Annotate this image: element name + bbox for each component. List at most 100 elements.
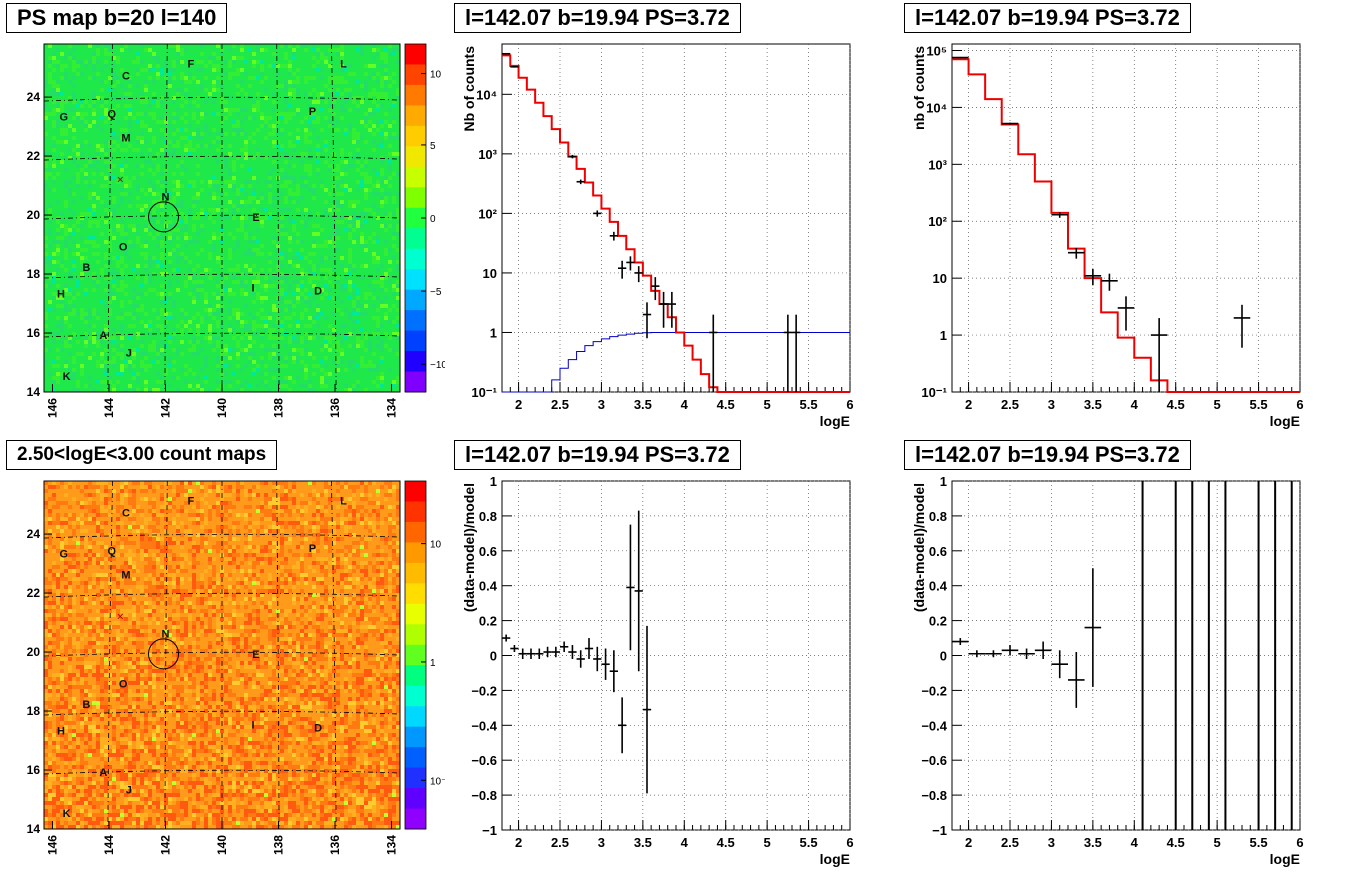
y-tick-label: 10⁻¹ [921, 385, 947, 400]
y-tick-label: −0.8 [471, 788, 497, 803]
y-tick-label: 16 [27, 763, 41, 777]
residual-b-panel: l=142.07 b=19.94 PS=3.72 2 2.5 3 3.5 4 4.5 5 5.… [900, 437, 1348, 875]
x-tick-label: 2.5 [551, 397, 569, 412]
x-tick-label: 6 [1296, 397, 1303, 412]
source-label: J [126, 348, 132, 360]
scale-swatch [405, 105, 426, 127]
x-tick-label: 144 [102, 835, 116, 855]
x-tick-label: 5 [1214, 397, 1221, 412]
map-grid-meridian [107, 480, 113, 830]
x-tick-label: 140 [215, 398, 229, 418]
scale-label: −5 [430, 287, 442, 298]
y-tick-label: −0.2 [471, 683, 497, 698]
source-label: N [162, 191, 170, 203]
x-tick-label: 3 [1048, 835, 1055, 850]
map-grid-meridian [276, 480, 280, 830]
residual-a-chart: 2 2.5 3 3.5 4 4.5 5 5.5 6 −1 −0.8 −0.6 −0.4 −0.2 0 0.2 0… [461, 474, 854, 867]
y-tick-label: 0.2 [479, 614, 497, 629]
source-label: M [121, 569, 130, 581]
spectrum-b-chart: 2 2.5 3 3.5 4 4.5 5 5.5 6 10⁻¹ 1 10 10² 10³ 10⁴ 10⁵ logE… [911, 43, 1304, 429]
x-tick-label: 2.5 [1001, 397, 1019, 412]
scale-swatch [405, 788, 426, 810]
map-grid-meridian [331, 43, 337, 393]
y-tick-label: 0.6 [479, 544, 497, 559]
scale-swatch [405, 84, 426, 106]
cross-marker: × [117, 173, 124, 187]
x-tick-label: 136 [328, 398, 342, 418]
y-tick-label: 10 [483, 266, 497, 281]
spectrum-b-panel: l=142.07 b=19.94 PS=3.72 2 2.5 3 3.5 4 4.5 5 5.… [900, 0, 1348, 435]
y-tick-label: 10⁴ [476, 87, 497, 102]
scale-swatch [405, 747, 426, 769]
y-tick-label: 22 [27, 149, 41, 163]
y-tick-label: 0.6 [929, 544, 947, 559]
source-label: O [119, 678, 128, 690]
source-label: A [99, 767, 107, 779]
source-label: K [63, 808, 71, 820]
source-label: B [82, 262, 90, 274]
y-tick-label: 0.8 [929, 509, 947, 524]
residual-b-chart: 2 2.5 3 3.5 4 4.5 5 5.5 6 −1 −0.8 −0.6 −0.4 −0.2 0 0.2 0… [911, 474, 1304, 867]
spectrum-b-title: l=142.07 b=19.94 PS=3.72 [904, 3, 1191, 33]
x-tick-label: 3 [598, 397, 605, 412]
count-map-title: 2.50<logE<3.00 count maps [6, 440, 278, 470]
y-tick-label: 1 [490, 325, 497, 340]
x-tick-label: 4 [1131, 397, 1139, 412]
y-tick-label: 0.4 [479, 579, 498, 594]
residual-a-title: l=142.07 b=19.94 PS=3.72 [454, 440, 741, 470]
x-tick-label: 4 [1131, 835, 1139, 850]
scale-swatch [405, 603, 426, 625]
source-label: Q [108, 109, 117, 121]
y-tick-label: −0.8 [921, 788, 947, 803]
source-label: G [59, 112, 68, 124]
scale-swatch [405, 481, 426, 502]
y-tick-label: 0.2 [929, 614, 947, 629]
source-label: E [252, 649, 259, 661]
map-grid [43, 43, 401, 393]
x-tick-label: 4.5 [717, 397, 735, 412]
y-tick-label: 24 [27, 90, 41, 104]
scale-swatch [405, 125, 426, 147]
x-tick-label: 2.5 [551, 835, 569, 850]
y-tick-label: 10³ [478, 147, 497, 162]
source-label: I [252, 720, 255, 732]
y-tick-label: 16 [27, 326, 41, 340]
map-grid-meridian [276, 43, 280, 393]
y-tick-label: 0 [490, 649, 497, 664]
x-tick-label: 4.5 [1167, 835, 1185, 850]
scale-swatch [405, 371, 426, 393]
x-tick-label: 5.5 [1250, 397, 1268, 412]
scale-swatch [405, 44, 426, 65]
y-tick-label: 14 [27, 822, 41, 836]
source-label: F [188, 496, 195, 508]
scale-swatch [405, 166, 426, 188]
x-tick-label: 136 [328, 835, 342, 855]
y-tick-label: −0.2 [921, 683, 947, 698]
source-label: M [121, 132, 130, 144]
source-label: N [162, 628, 170, 640]
source-label: P [309, 106, 316, 118]
scale-label: 1 [430, 658, 436, 669]
scale-swatch [405, 542, 426, 564]
y-tick-label: 10⁴ [926, 100, 947, 115]
scale-label: 0 [430, 214, 436, 225]
x-tick-label: 3.5 [634, 835, 652, 850]
y-tick-label: 10² [478, 206, 497, 221]
x-tick-label: 5.5 [800, 835, 818, 850]
source-label: Q [108, 546, 117, 558]
source-label: G [59, 549, 68, 561]
map-grid-meridian [107, 43, 113, 393]
x-tick-label: 3.5 [634, 397, 652, 412]
scale-swatch [405, 207, 426, 229]
source-label: J [126, 785, 132, 797]
y-tick-label: 18 [27, 267, 41, 281]
source-label: H [57, 289, 65, 301]
ps-map-panel: PS map b=20 l=140 C F L G Q M P N E O B H I D A J K × 146 1… [0, 0, 445, 435]
source-label: P [309, 543, 316, 555]
scale-swatch [405, 767, 426, 789]
x-tick-label: 3.5 [1084, 835, 1102, 850]
x-tick-label: 5 [1214, 835, 1221, 850]
scale-swatch [405, 644, 426, 666]
x-tick-label: 134 [385, 398, 399, 418]
scale-label: 10 [430, 540, 442, 551]
